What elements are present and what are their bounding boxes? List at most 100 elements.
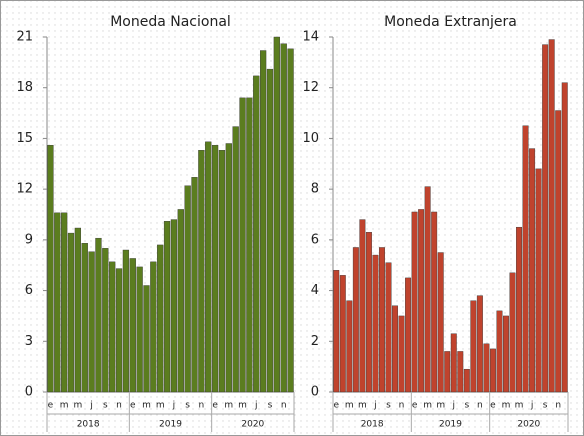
y-tick-label: 9 bbox=[25, 232, 33, 247]
bar bbox=[211, 144, 219, 393]
bar bbox=[489, 348, 496, 393]
y-tick-label: 0 bbox=[25, 385, 33, 400]
bar bbox=[398, 315, 405, 393]
bar bbox=[444, 351, 451, 393]
bar bbox=[561, 82, 568, 393]
chart-title: Moneda Extranjera bbox=[384, 14, 517, 30]
y-tick-label: 12 bbox=[302, 80, 319, 95]
bar bbox=[535, 168, 542, 393]
bar bbox=[246, 97, 253, 393]
bar bbox=[378, 247, 385, 393]
year-label: 2019 bbox=[159, 420, 182, 430]
bar bbox=[225, 143, 232, 393]
x-tick-label: m bbox=[502, 401, 511, 411]
bar bbox=[516, 226, 523, 393]
x-tick-label: s bbox=[103, 401, 108, 411]
x-tick-label: j bbox=[89, 401, 93, 411]
x-tick-label: e bbox=[130, 401, 136, 411]
bar bbox=[405, 277, 412, 393]
bar bbox=[418, 209, 425, 393]
bar bbox=[470, 300, 477, 393]
x-tick-label: m bbox=[156, 401, 165, 411]
bar bbox=[47, 144, 54, 393]
bar bbox=[157, 244, 164, 393]
bar bbox=[333, 270, 340, 393]
x-tick-label: n bbox=[281, 401, 287, 411]
y-tick-label: 4 bbox=[311, 283, 319, 298]
y-tick-label: 0 bbox=[311, 385, 319, 400]
x-tick-label: m bbox=[436, 401, 445, 411]
y-tick-label: 6 bbox=[25, 283, 33, 298]
year-label: 2020 bbox=[241, 420, 264, 430]
bar bbox=[509, 272, 516, 393]
bar bbox=[372, 254, 379, 393]
bar bbox=[232, 126, 239, 393]
bar bbox=[115, 268, 123, 393]
x-tick-label: j bbox=[254, 401, 258, 411]
bar bbox=[457, 351, 464, 393]
x-tick-label: e bbox=[48, 401, 54, 411]
chart-title: Moneda Nacional bbox=[110, 14, 231, 30]
bar bbox=[239, 97, 246, 393]
x-tick-label: e bbox=[490, 401, 496, 411]
y-tick-label: 3 bbox=[25, 334, 33, 349]
bar bbox=[463, 368, 470, 393]
bar bbox=[287, 48, 294, 393]
x-tick-label: m bbox=[60, 401, 69, 411]
x-tick-label: n bbox=[116, 401, 122, 411]
bar bbox=[385, 262, 392, 393]
x-tick-label: m bbox=[515, 401, 524, 411]
y-tick-label: 12 bbox=[16, 182, 33, 197]
bar bbox=[346, 300, 353, 393]
bar bbox=[503, 315, 509, 393]
x-tick-label: j bbox=[373, 401, 377, 411]
bar bbox=[143, 285, 150, 393]
x-tick-label: j bbox=[172, 401, 176, 411]
x-tick-label: m bbox=[73, 401, 82, 411]
bar bbox=[67, 232, 75, 393]
bar bbox=[450, 333, 457, 393]
bar bbox=[483, 343, 490, 393]
y-tick-label: 14 bbox=[302, 30, 319, 45]
bar bbox=[352, 247, 359, 393]
y-tick-label: 2 bbox=[311, 334, 319, 349]
x-tick-label: s bbox=[185, 401, 190, 411]
x-tick-label: s bbox=[464, 401, 469, 411]
y-tick-label: 18 bbox=[16, 80, 33, 95]
x-tick-label: n bbox=[477, 401, 483, 411]
x-tick-label: m bbox=[238, 401, 247, 411]
bar bbox=[522, 125, 529, 393]
bar bbox=[259, 50, 267, 393]
bar bbox=[339, 275, 346, 393]
year-label: 2019 bbox=[439, 420, 462, 430]
year-label: 2018 bbox=[361, 420, 384, 430]
bar bbox=[365, 232, 372, 393]
x-tick-label: s bbox=[543, 401, 548, 411]
bar bbox=[392, 305, 398, 393]
bar bbox=[163, 221, 171, 393]
x-tick-label: m bbox=[345, 401, 354, 411]
bar bbox=[548, 39, 555, 393]
bar bbox=[359, 219, 366, 393]
bar bbox=[205, 141, 212, 393]
bar bbox=[273, 36, 280, 393]
bar bbox=[150, 261, 157, 393]
bar bbox=[555, 110, 562, 393]
bar bbox=[529, 148, 536, 393]
y-tick-label: 6 bbox=[311, 232, 319, 247]
bar bbox=[170, 219, 178, 393]
bar bbox=[198, 150, 205, 393]
x-tick-label: n bbox=[399, 401, 405, 411]
y-tick-label: 10 bbox=[302, 131, 319, 146]
x-tick-label: e bbox=[412, 401, 418, 411]
bar bbox=[218, 150, 226, 393]
bar bbox=[88, 251, 95, 393]
x-tick-label: n bbox=[555, 401, 561, 411]
bar bbox=[437, 252, 444, 393]
year-label: 2018 bbox=[77, 420, 100, 430]
x-tick-label: m bbox=[358, 401, 367, 411]
bar bbox=[191, 177, 198, 393]
bar bbox=[496, 310, 503, 393]
bar bbox=[136, 266, 143, 393]
